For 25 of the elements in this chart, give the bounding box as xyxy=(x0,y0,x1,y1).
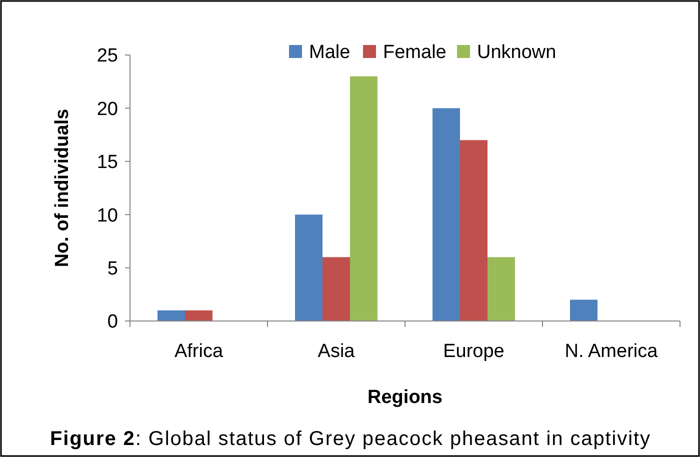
bar xyxy=(295,214,322,321)
legend-label: Male xyxy=(309,42,350,64)
y-axis-title: No. of individuals xyxy=(52,108,73,268)
x-tick-label: Asia xyxy=(318,341,356,362)
x-axis-title: Regions xyxy=(368,387,442,408)
bar xyxy=(185,310,212,321)
bar xyxy=(488,257,515,321)
y-tick-label: 25 xyxy=(96,46,118,67)
y-tick-label: 5 xyxy=(107,258,118,280)
bar xyxy=(432,108,460,321)
x-tick-label: Europe xyxy=(443,341,504,362)
legend-label: Unknown xyxy=(477,42,556,64)
bar xyxy=(158,310,185,321)
x-tick-label: N. America xyxy=(564,341,658,362)
bar xyxy=(322,257,350,321)
x-tick-label: Africa xyxy=(174,341,224,362)
y-tick-label: 15 xyxy=(96,152,118,174)
bar xyxy=(460,140,488,321)
y-tick-label: 10 xyxy=(96,205,118,226)
bar xyxy=(570,300,598,321)
y-tick-label: 0 xyxy=(107,312,118,333)
caption: Figure 2: Global status of Grey peacock pheasant in captivity xyxy=(50,428,650,450)
legend-label: Female xyxy=(383,42,446,64)
bar xyxy=(350,76,378,321)
y-tick-label: 20 xyxy=(96,98,118,120)
